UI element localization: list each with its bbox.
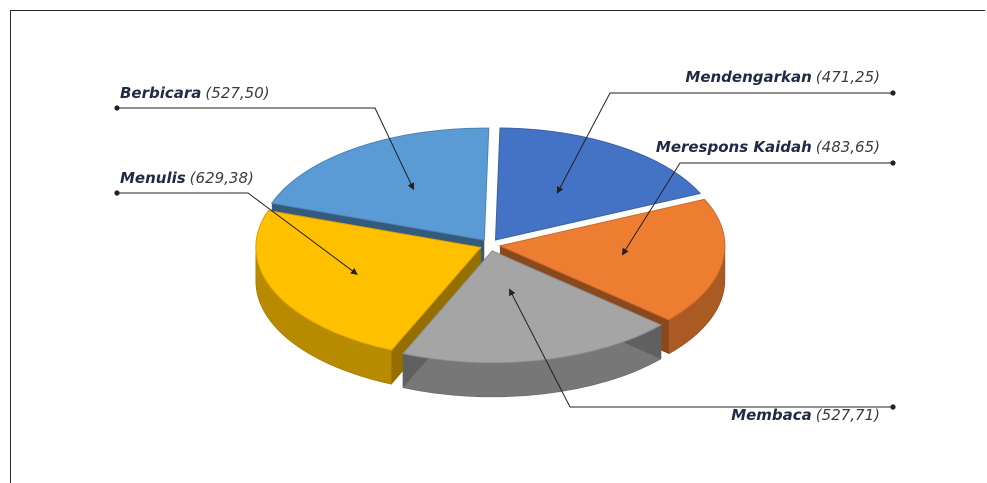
slice-name-membaca: Membaca — [731, 406, 812, 424]
slice-value-berbicara: (527,50) — [205, 84, 269, 102]
slice-name-berbicara: Berbicara — [120, 84, 201, 102]
slice-label-mendengarkan: Mendengarkan (471,25) — [685, 68, 880, 86]
slice-name-mendengarkan: Mendengarkan — [685, 68, 811, 86]
slice-name-menulis: Menulis — [120, 169, 186, 187]
slice-value-menulis: (629,38) — [190, 169, 254, 187]
slice-value-mendengarkan: (471,25) — [816, 68, 880, 86]
slice-name-merespons-kaidah: Merespons Kaidah — [656, 138, 812, 156]
slice-label-berbicara: Berbicara (527,50) — [120, 84, 270, 102]
slice-label-membaca: Membaca (527,71) — [731, 406, 880, 424]
pie-tops — [256, 128, 725, 363]
slice-value-merespons-kaidah: (483,65) — [816, 138, 880, 156]
slice-value-membaca: (527,71) — [816, 406, 880, 424]
slice-label-merespons-kaidah: Merespons Kaidah (483,65) — [656, 138, 880, 156]
slice-label-menulis: Menulis (629,38) — [120, 169, 254, 187]
